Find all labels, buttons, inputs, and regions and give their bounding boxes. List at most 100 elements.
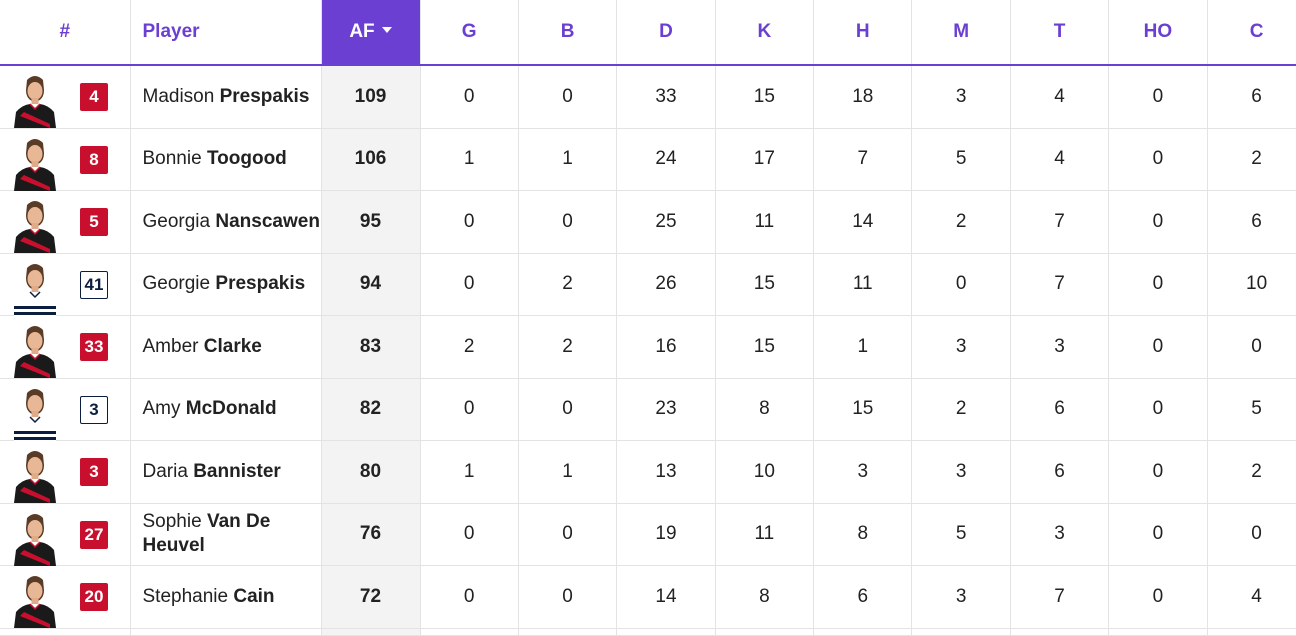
stat-cell-behinds: 0 <box>518 378 618 441</box>
column-header-player[interactable]: Player <box>130 0 322 66</box>
empty-cell <box>420 628 519 636</box>
column-header-goals[interactable]: G <box>420 0 519 66</box>
stat-cell-disposals: 25 <box>616 190 716 254</box>
column-header-kicks[interactable]: K <box>715 0 815 66</box>
player-name-cell[interactable]: Georgie Prespakis <box>130 253 322 316</box>
stat-cell-goals: 1 <box>420 440 519 504</box>
column-header-behinds[interactable]: B <box>518 0 618 66</box>
player-name-cell[interactable]: Sophie Van De Heuvel <box>130 503 322 566</box>
player-number-cell: 3 <box>0 378 131 441</box>
guernsey-number-badge: 20 <box>80 583 108 611</box>
stat-cell-handballs: 8 <box>813 503 913 566</box>
stat-cell-disposals: 14 <box>616 565 716 629</box>
column-header-number[interactable]: # <box>0 0 131 66</box>
player-last-name: Toogood <box>206 148 287 170</box>
stat-cell-clearances: 6 <box>1207 65 1296 129</box>
stat-cell-goals: 0 <box>420 190 519 254</box>
stat-cell-kicks: 10 <box>715 440 815 504</box>
stat-cell-handballs: 1 <box>813 315 913 379</box>
stat-cell-tackles: 7 <box>1010 565 1110 629</box>
player-name-cell[interactable]: Madison Prespakis <box>130 65 322 129</box>
player-name-cell[interactable]: Amber Clarke <box>130 315 322 379</box>
guernsey-number-badge: 4 <box>80 83 108 111</box>
player-number-cell: 5 <box>0 190 131 254</box>
player-name-cell[interactable]: Bonnie Toogood <box>130 128 322 191</box>
af-score-cell: 82 <box>321 378 421 441</box>
stat-cell-kicks: 15 <box>715 315 815 379</box>
stat-cell-tackles: 3 <box>1010 315 1110 379</box>
column-header-handballs[interactable]: H <box>813 0 913 66</box>
player-last-name: Cain <box>233 585 275 607</box>
guernsey-number-badge: 3 <box>80 458 108 486</box>
stat-cell-marks: 2 <box>911 190 1011 254</box>
stat-cell-clearances: 5 <box>1207 378 1296 441</box>
stat-cell-hitouts: 0 <box>1108 65 1208 129</box>
af-score-cell: 109 <box>321 65 421 129</box>
table-row[interactable]: 20 Stephanie Cain 72 0 0 14 8 6 3 7 0 4 <box>0 565 1296 629</box>
player-first-name: Amber <box>142 335 199 357</box>
stat-cell-tackles: 7 <box>1010 190 1110 254</box>
stat-cell-marks: 3 <box>911 315 1011 379</box>
player-avatar <box>10 447 60 503</box>
table-row[interactable]: 3 Amy McDonald 82 0 0 23 8 15 2 6 0 5 <box>0 378 1296 441</box>
player-last-name: McDonald <box>185 398 277 420</box>
stat-cell-goals: 1 <box>420 128 519 191</box>
player-avatar <box>10 572 60 628</box>
stat-cell-clearances: 0 <box>1207 315 1296 379</box>
player-last-name: Prespakis <box>219 85 310 107</box>
stat-cell-kicks: 11 <box>715 503 815 566</box>
player-first-name: Sophie <box>142 511 202 533</box>
table-row[interactable]: 3 Daria Bannister 80 1 1 13 10 3 3 6 0 2 <box>0 440 1296 504</box>
guernsey-number-badge: 27 <box>80 520 108 549</box>
stat-cell-kicks: 8 <box>715 378 815 441</box>
stat-cell-clearances: 2 <box>1207 128 1296 191</box>
stat-cell-hitouts: 0 <box>1108 503 1208 566</box>
table-row[interactable]: 8 Bonnie Toogood 106 1 1 24 17 7 5 4 0 2 <box>0 128 1296 191</box>
stat-cell-disposals: 24 <box>616 128 716 191</box>
empty-cell <box>1010 628 1110 636</box>
guernsey-number-badge: 8 <box>80 145 108 174</box>
sort-descending-icon <box>381 26 392 33</box>
stat-cell-handballs: 6 <box>813 565 913 629</box>
stat-cell-behinds: 0 <box>518 565 618 629</box>
stat-cell-disposals: 16 <box>616 315 716 379</box>
player-avatar <box>10 385 60 441</box>
column-header-disposals[interactable]: D <box>616 0 716 66</box>
stat-cell-kicks: 15 <box>715 65 815 129</box>
table-row-partial <box>0 628 1296 636</box>
stat-cell-behinds: 2 <box>518 253 618 316</box>
player-name-cell[interactable]: Amy McDonald <box>130 378 322 441</box>
player-name-cell[interactable]: Georgia Nanscawen <box>130 190 322 254</box>
stat-cell-marks: 3 <box>911 565 1011 629</box>
table-row[interactable]: 27 Sophie Van De Heuvel 76 0 0 19 11 8 5 3 0 0 <box>0 503 1296 566</box>
empty-cell <box>715 628 815 636</box>
empty-cell <box>518 628 618 636</box>
stat-cell-marks: 3 <box>911 440 1011 504</box>
player-number-cell: 41 <box>0 253 131 316</box>
stat-cell-disposals: 26 <box>616 253 716 316</box>
column-header-tackles[interactable]: T <box>1010 0 1110 66</box>
player-avatar <box>10 135 60 191</box>
stat-cell-marks: 0 <box>911 253 1011 316</box>
stat-cell-behinds: 1 <box>518 440 618 504</box>
player-name-cell[interactable]: Stephanie Cain <box>130 565 322 629</box>
column-header-af[interactable]: AF <box>321 0 421 66</box>
table-row[interactable]: 4 Madison Prespakis 109 0 0 33 15 18 3 4 0 6 <box>0 65 1296 129</box>
table-row[interactable]: 33 Amber Clarke 83 2 2 16 15 1 3 3 0 0 <box>0 315 1296 379</box>
table-row[interactable]: 5 Georgia Nanscawen 95 0 0 25 11 14 2 7 0 6 <box>0 190 1296 254</box>
player-number-cell: 20 <box>0 565 131 629</box>
column-header-af-label: AF <box>349 21 375 42</box>
player-last-name: Bannister <box>193 460 281 482</box>
column-header-clearances[interactable]: C <box>1207 0 1296 66</box>
table-row[interactable]: 41 Georgie Prespakis 94 0 2 26 15 11 0 7 0 10 <box>0 253 1296 316</box>
empty-cell <box>0 628 131 636</box>
player-number-cell: 27 <box>0 503 131 566</box>
player-name-cell[interactable]: Daria Bannister <box>130 440 322 504</box>
player-first-name: Madison <box>142 85 215 107</box>
af-score-cell: 76 <box>321 503 421 566</box>
stat-cell-clearances: 2 <box>1207 440 1296 504</box>
stat-cell-kicks: 8 <box>715 565 815 629</box>
column-header-hitouts[interactable]: HO <box>1108 0 1208 66</box>
stat-cell-kicks: 17 <box>715 128 815 191</box>
column-header-marks[interactable]: M <box>911 0 1011 66</box>
